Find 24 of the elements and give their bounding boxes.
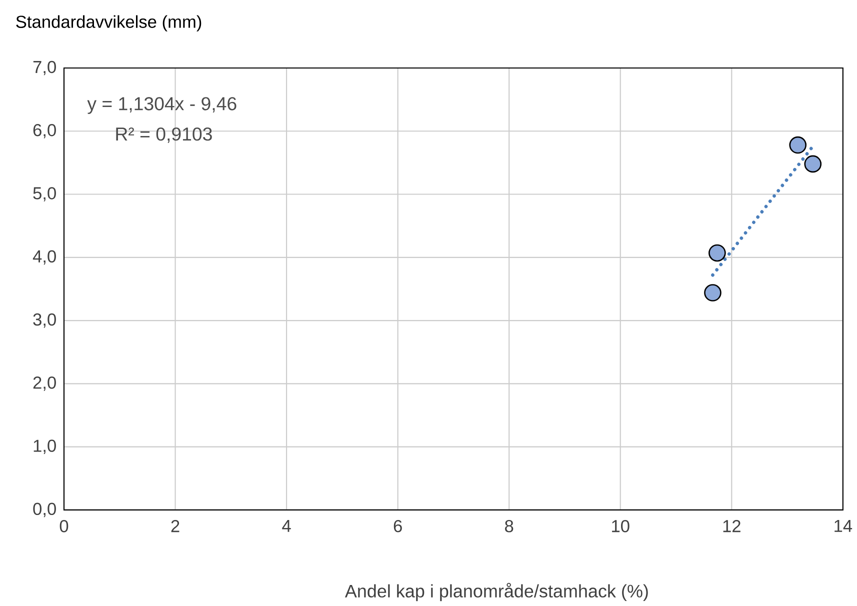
x-tick-label: 6 [394,520,402,532]
y-tick-label: 2,0 [33,376,56,391]
y-tick-label: 3,0 [33,313,56,328]
x-tick-label: 12 [723,520,740,532]
y-tick-label: 0,0 [33,502,56,518]
y-tick-label: 4,0 [32,250,56,265]
point [804,155,822,173]
x-tick-label: 4 [282,520,291,532]
y-tick-label: 1,0 [34,440,56,454]
x-tick-label: 2 [171,520,180,532]
point [708,244,726,262]
y-axis-title: Standardavvikelse (mm) [16,15,202,32]
x-tick-label: 14 [834,520,852,532]
x-tick-label: 8 [505,520,514,532]
y-tick-label: 7,0 [33,60,56,76]
y-tick-label: 6,0 [33,124,56,138]
point [789,136,807,154]
x-tick-label: 10 [612,520,630,532]
point [704,284,722,302]
x-tick-label: 0 [60,520,68,532]
annotation: R² = 0,9103 [116,127,212,143]
annotation: y = 1,1304x - 9,46 [87,97,236,114]
y-tick-label: 5,0 [33,187,56,202]
x-axis-title: Andel kap i planområde/stamhack (%) [344,582,648,602]
